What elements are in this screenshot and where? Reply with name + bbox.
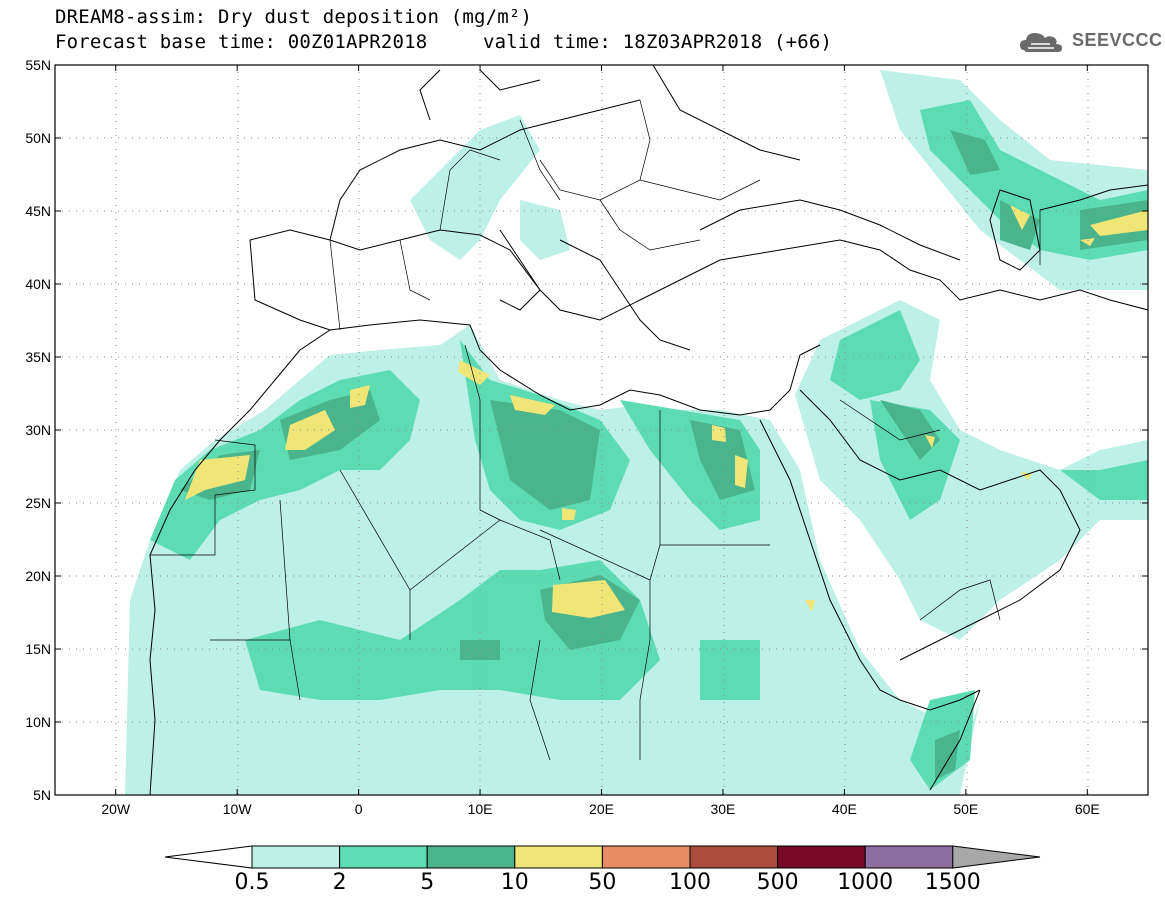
lat-tick-label: 35N	[25, 349, 51, 365]
cloud-icon	[1020, 33, 1062, 52]
dust-10-50-layer	[185, 205, 1148, 618]
lon-tick-label: 50E	[953, 801, 978, 817]
valid-time: valid time: 18Z03APR2018 (+66)	[483, 31, 833, 53]
lat-tick-label: 20N	[25, 568, 51, 584]
colorbar	[164, 845, 1041, 869]
colorbar-swatch	[864, 845, 954, 869]
lat-tick-label: 45N	[25, 203, 51, 219]
map-title: DREAM8-assim: Dry dust deposition (mg/m²…	[55, 6, 533, 28]
lat-tick-label: 15N	[25, 641, 51, 657]
colorbar-label: 100	[669, 870, 711, 895]
colorbar-label: 1000	[837, 870, 894, 895]
colorbar-swatch	[426, 845, 516, 869]
lat-tick-label: 55N	[25, 57, 51, 73]
coastlines	[149, 65, 1148, 795]
lat-tick-label: 40N	[25, 276, 51, 292]
lat-tick-label: 5N	[33, 787, 51, 803]
colorbar-swatch	[514, 845, 603, 869]
colorbar-label: 5	[420, 870, 435, 895]
forecast-base-time: Forecast base time: 00Z01APR2018	[55, 31, 428, 53]
colorbar-label: 0.5	[234, 870, 270, 895]
lon-tick-label: 20E	[589, 801, 614, 817]
colorbar-label: 500	[756, 870, 799, 895]
lon-tick-label: 30E	[710, 801, 735, 817]
colorbar-swatch	[601, 845, 691, 869]
colorbar-swatch	[251, 845, 341, 869]
lon-tick-label: 40E	[832, 801, 857, 817]
lon-tick-label: 0	[355, 801, 363, 817]
lat-tick-label: 10N	[25, 714, 51, 730]
logo-text: SEEVCCC	[1072, 30, 1163, 50]
colorbar-label: 50	[588, 870, 617, 895]
lon-tick-label: 60E	[1075, 801, 1100, 817]
lat-tick-label: 50N	[25, 130, 51, 146]
colorbar-label: 1500	[924, 870, 981, 895]
lon-tick-label: 10E	[468, 801, 493, 817]
colorbar-label: 2	[332, 870, 347, 895]
lon-tick-label: 10W	[223, 801, 253, 817]
lat-tick-label: 30N	[25, 422, 51, 438]
colorbar-low-extension	[164, 845, 253, 869]
borders	[150, 99, 1041, 761]
colorbar-high-extension	[952, 845, 1041, 869]
lat-tick-label: 25N	[25, 495, 51, 511]
colorbar-swatch	[339, 845, 428, 869]
lon-tick-label: 20W	[101, 801, 131, 817]
colorbar-swatch	[689, 845, 779, 869]
colorbar-swatch	[777, 845, 866, 869]
colorbar-label: 10	[500, 870, 529, 895]
